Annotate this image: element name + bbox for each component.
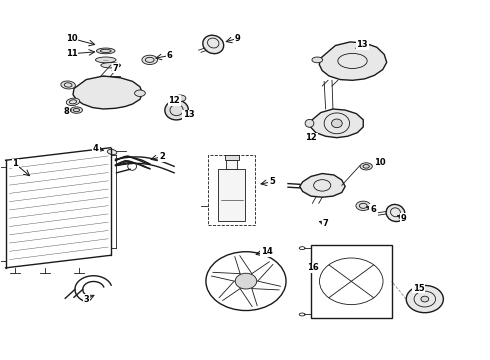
Ellipse shape bbox=[360, 163, 372, 170]
Text: 10: 10 bbox=[373, 158, 385, 167]
Text: 13: 13 bbox=[356, 40, 368, 49]
Text: 12: 12 bbox=[168, 96, 180, 105]
Bar bbox=[311, 244, 392, 318]
Text: 6: 6 bbox=[166, 51, 172, 60]
Ellipse shape bbox=[135, 90, 146, 96]
Ellipse shape bbox=[331, 119, 342, 128]
Text: 12: 12 bbox=[305, 133, 317, 142]
Ellipse shape bbox=[71, 107, 82, 113]
Text: 7: 7 bbox=[323, 219, 328, 228]
Bar bbox=[208, 155, 255, 225]
Bar bbox=[218, 169, 245, 221]
Polygon shape bbox=[319, 42, 387, 80]
Polygon shape bbox=[73, 76, 143, 109]
Text: 9: 9 bbox=[401, 214, 407, 223]
Text: 6: 6 bbox=[370, 205, 376, 214]
Text: 15: 15 bbox=[413, 284, 424, 293]
Polygon shape bbox=[300, 174, 345, 197]
Ellipse shape bbox=[96, 57, 116, 63]
Bar bbox=[226, 160, 237, 169]
Bar bbox=[224, 155, 239, 160]
Text: 4: 4 bbox=[93, 144, 99, 153]
Text: 14: 14 bbox=[261, 247, 273, 256]
Polygon shape bbox=[311, 109, 363, 138]
Ellipse shape bbox=[142, 55, 158, 64]
Text: 7: 7 bbox=[113, 64, 119, 73]
Text: 2: 2 bbox=[159, 152, 165, 161]
Ellipse shape bbox=[312, 57, 323, 63]
Circle shape bbox=[235, 273, 257, 289]
Text: 1: 1 bbox=[12, 159, 18, 168]
Text: 9: 9 bbox=[235, 34, 241, 43]
Text: 8: 8 bbox=[64, 107, 70, 116]
Ellipse shape bbox=[305, 120, 314, 127]
Ellipse shape bbox=[101, 63, 121, 68]
Text: 3: 3 bbox=[83, 294, 89, 303]
Ellipse shape bbox=[97, 48, 115, 54]
Circle shape bbox=[406, 285, 443, 313]
Ellipse shape bbox=[165, 100, 188, 120]
Ellipse shape bbox=[356, 201, 370, 211]
Text: 10: 10 bbox=[66, 34, 77, 43]
Text: 5: 5 bbox=[269, 177, 275, 186]
Circle shape bbox=[421, 296, 429, 302]
Text: 11: 11 bbox=[66, 49, 77, 58]
Text: 16: 16 bbox=[308, 264, 319, 273]
Ellipse shape bbox=[386, 204, 405, 221]
Ellipse shape bbox=[203, 35, 223, 54]
Ellipse shape bbox=[107, 149, 117, 155]
Text: 13: 13 bbox=[183, 110, 195, 119]
Ellipse shape bbox=[66, 98, 80, 105]
Ellipse shape bbox=[175, 95, 186, 102]
Ellipse shape bbox=[61, 81, 75, 89]
